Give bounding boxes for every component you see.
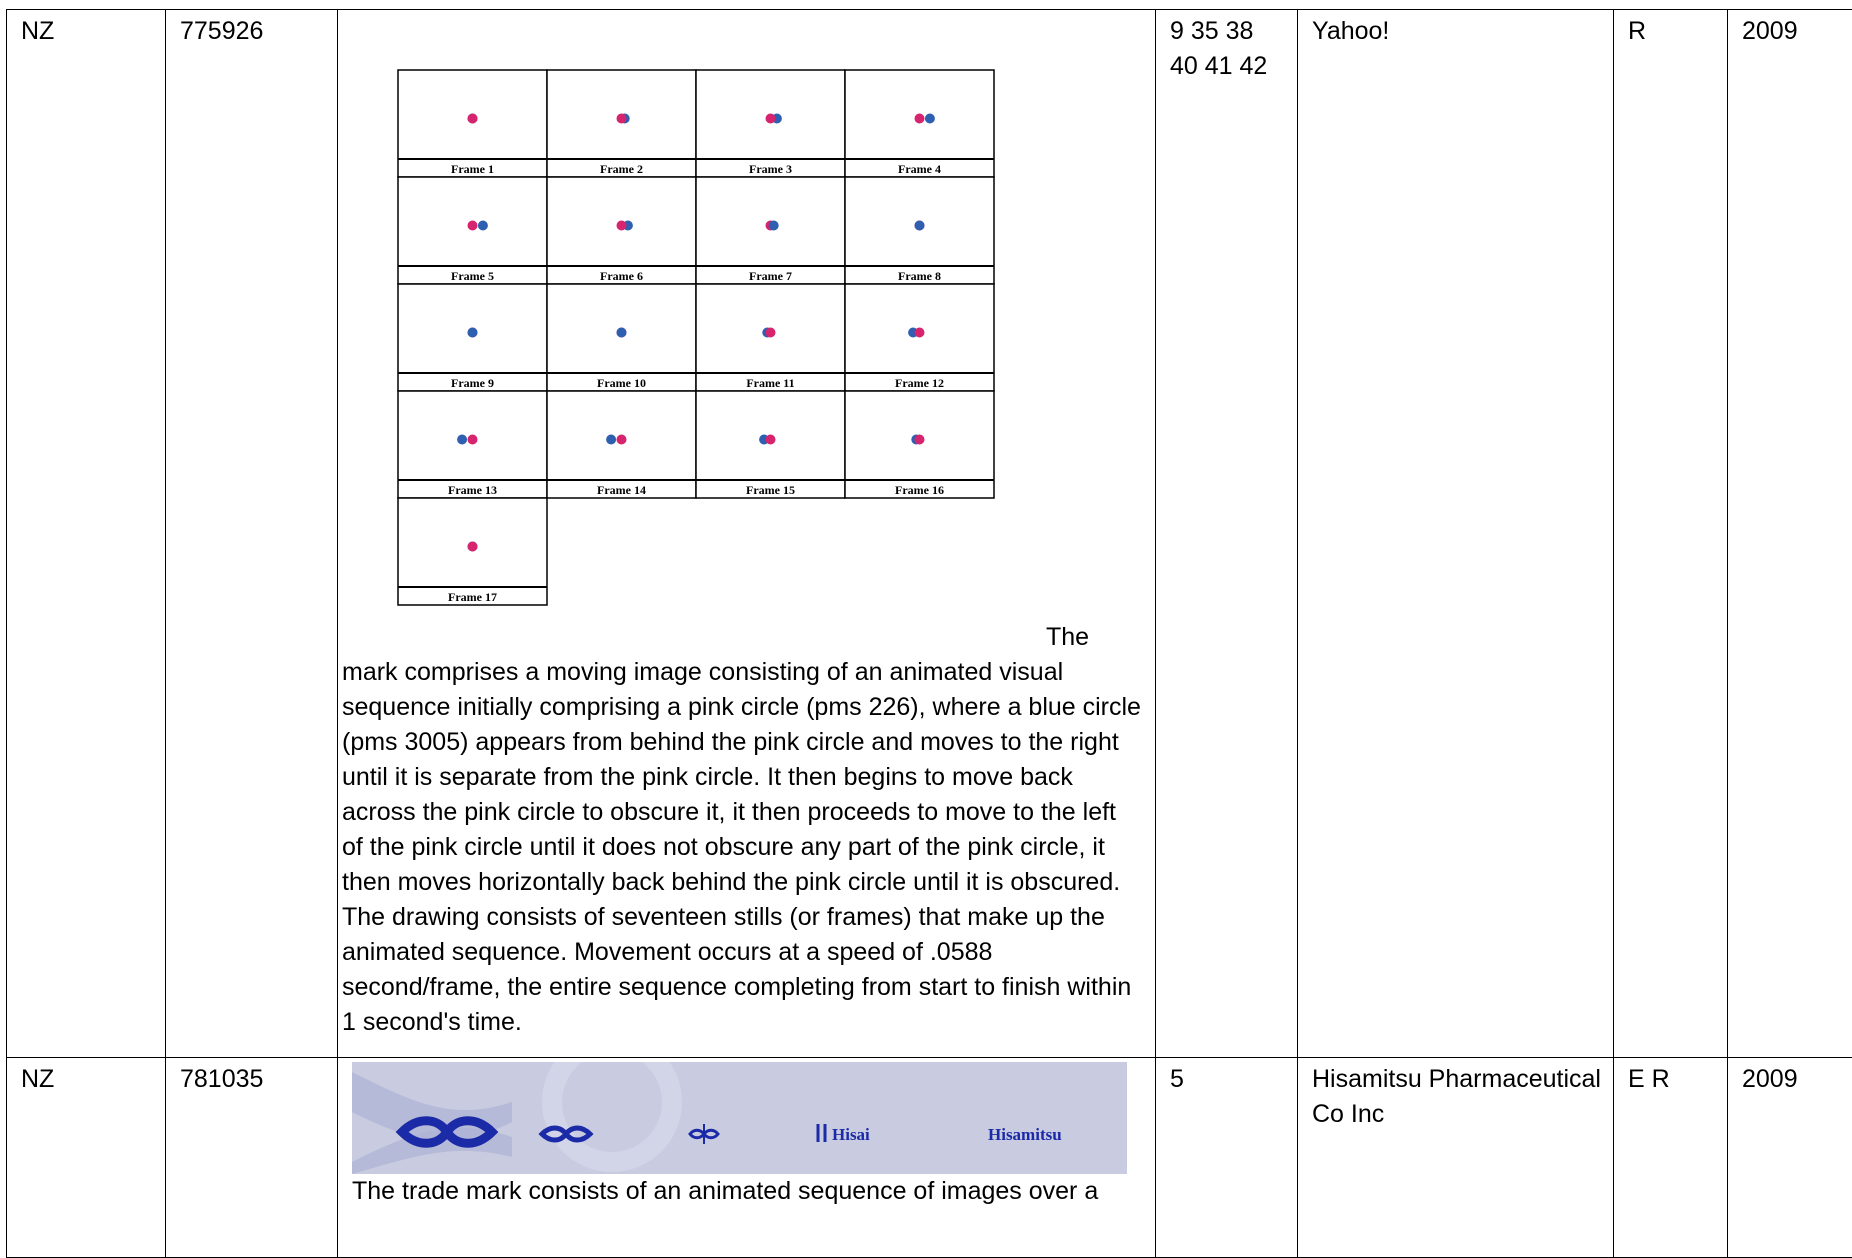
status: R xyxy=(1614,10,1728,1058)
country: NZ xyxy=(7,10,166,1058)
frame-label: Frame 7 xyxy=(749,269,792,283)
frame-label: Frame 11 xyxy=(746,376,794,390)
frame-label: Frame 10 xyxy=(597,376,646,390)
pink-circle xyxy=(468,435,478,445)
frame-label: Frame 1 xyxy=(451,162,494,176)
frame-label: Frame 3 xyxy=(749,162,792,176)
mark-cell: Hisai Hisamitsu The trade mark consists … xyxy=(338,1058,1156,1258)
status: E R xyxy=(1614,1058,1728,1258)
owner: Hisamitsu Pharmaceutical Co Inc xyxy=(1298,1058,1614,1258)
frame-label: Frame 15 xyxy=(746,483,795,497)
owner: Yahoo! xyxy=(1298,10,1614,1058)
pink-circle xyxy=(766,114,776,124)
classes: 5 xyxy=(1156,1058,1298,1258)
frame-label: Frame 9 xyxy=(451,376,494,390)
frame-label: Frame 13 xyxy=(448,483,497,497)
number: 775926 xyxy=(166,10,338,1058)
frame-label: Frame 17 xyxy=(448,590,497,604)
description: The mark comprises a moving image consis… xyxy=(342,620,1143,1040)
classes: 9 35 38 40 41 42 xyxy=(1156,10,1298,1058)
frame-label: Frame 8 xyxy=(898,269,941,283)
logo-text: Hisai xyxy=(832,1125,870,1144)
mark-cell: Frame 1 Frame 2 Frame 3 Frame 4 Frame 5 Frame… xyxy=(338,10,1156,1058)
frame-sequence-image: Frame 1 Frame 2 Frame 3 Frame 4 Frame 5 Frame… xyxy=(342,14,1142,610)
pink-circle xyxy=(915,328,925,338)
blue-circle xyxy=(617,328,627,338)
year: 2009 xyxy=(1728,1058,1852,1258)
frame-label: Frame 5 xyxy=(451,269,494,283)
frame-label: Frame 4 xyxy=(898,162,941,176)
pink-circle xyxy=(617,435,627,445)
pink-circle xyxy=(617,221,627,231)
pink-circle xyxy=(617,114,627,124)
logo-text: Hisamitsu xyxy=(988,1125,1062,1144)
blue-circle xyxy=(769,221,779,231)
frame-label: Frame 6 xyxy=(600,269,643,283)
pink-circle xyxy=(468,221,478,231)
description: The trade mark consists of an animated s… xyxy=(352,1174,1143,1209)
pink-circle xyxy=(915,435,925,445)
pink-circle xyxy=(915,114,925,124)
blue-circle xyxy=(478,221,488,231)
frame-label: Frame 14 xyxy=(597,483,646,497)
frame-label: Frame 12 xyxy=(895,376,944,390)
pink-circle xyxy=(468,542,478,552)
pink-circle xyxy=(766,328,776,338)
year: 2009 xyxy=(1728,10,1852,1058)
blue-circle xyxy=(925,114,935,124)
logo-sequence-image: Hisai Hisamitsu xyxy=(352,1062,1127,1174)
blue-circle xyxy=(468,328,478,338)
frame-label: Frame 2 xyxy=(600,162,643,176)
blue-circle xyxy=(915,221,925,231)
number: 781035 xyxy=(166,1058,338,1258)
pink-circle xyxy=(468,114,478,124)
row: NZ 781035 Hisai Hisamitsu The trade mark… xyxy=(7,1058,1852,1258)
blue-circle xyxy=(606,435,616,445)
blue-circle xyxy=(457,435,467,445)
pink-circle xyxy=(766,435,776,445)
frame-label: Frame 16 xyxy=(895,483,944,497)
country: NZ xyxy=(7,1058,166,1258)
